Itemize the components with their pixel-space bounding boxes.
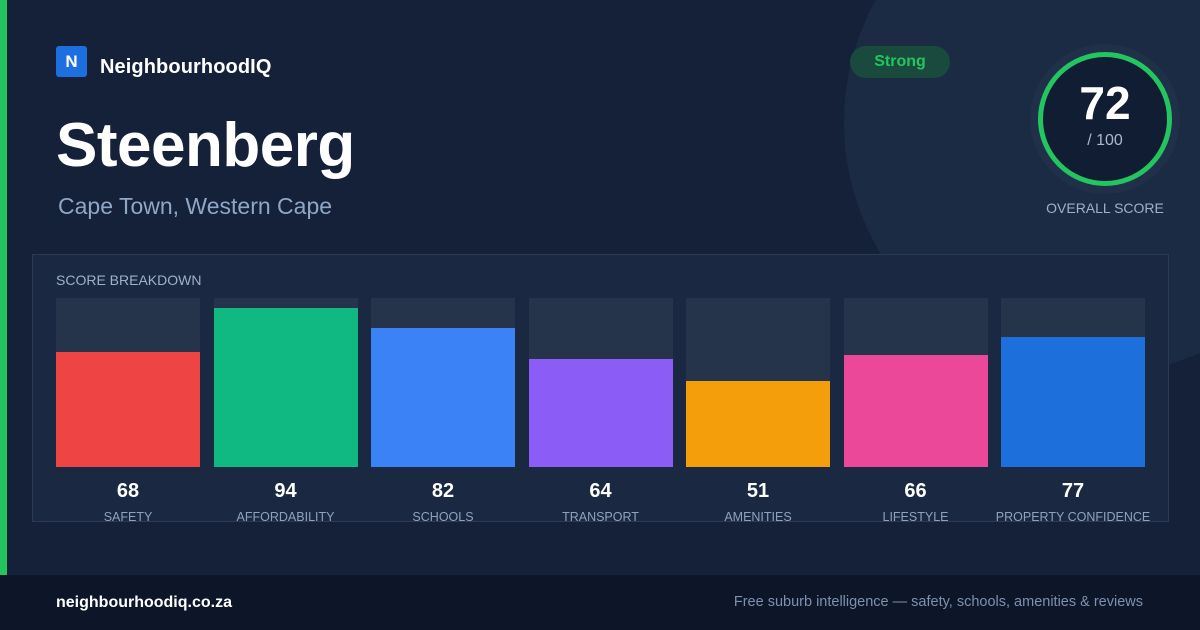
score-bar-track bbox=[56, 298, 200, 467]
score-value-transport: 64 bbox=[589, 480, 612, 502]
score-column-affordability: 94 AFFORDABILITY bbox=[213, 298, 358, 524]
suburb-location: Cape Town, Western Cape bbox=[58, 193, 333, 219]
score-bar-track bbox=[686, 298, 830, 467]
score-column-transport: 64 TRANSPORT bbox=[528, 298, 673, 524]
footer-tagline: Free suburb intelligence — safety, schoo… bbox=[733, 594, 1143, 610]
score-bar-amenities bbox=[686, 381, 830, 467]
score-bar-track bbox=[843, 298, 988, 467]
score-label-safety: SAFETY bbox=[103, 510, 153, 524]
score-column-safety: 68 SAFETY bbox=[56, 298, 200, 524]
accent-bar bbox=[0, 0, 7, 575]
score-bar-safety bbox=[56, 352, 200, 467]
score-label-schools: SCHOOLS bbox=[412, 510, 474, 524]
overall-score-label: OVERALL SCORE bbox=[1046, 200, 1164, 216]
score-value-lifestyle: 66 bbox=[904, 480, 927, 502]
overall-score-ring bbox=[1038, 52, 1172, 186]
score-bar-lifestyle bbox=[843, 355, 988, 467]
score-bar-track bbox=[1001, 298, 1145, 467]
score-label-property-confidence: PROPERTY CONFIDENCE bbox=[995, 510, 1151, 524]
score-column-schools: 82 SCHOOLS bbox=[371, 298, 515, 524]
brand-name: NeighbourhoodIQ bbox=[100, 56, 272, 78]
score-bar-schools bbox=[371, 328, 515, 467]
score-column-lifestyle: 66 LIFESTYLE bbox=[843, 298, 988, 524]
score-label-lifestyle: LIFESTYLE bbox=[882, 510, 949, 524]
score-value-property-confidence: 77 bbox=[1061, 480, 1085, 502]
score-label-transport: TRANSPORT bbox=[562, 510, 639, 524]
score-bar-transport bbox=[528, 359, 673, 467]
score-label-affordability: AFFORDABILITY bbox=[236, 510, 335, 524]
footer-domain: neighbourhoodiq.co.za bbox=[56, 594, 232, 611]
rating-badge: Strong bbox=[850, 46, 950, 78]
score-breakdown-title: SCORE BREAKDOWN bbox=[56, 272, 202, 288]
score-breakdown-panel: SCORE BREAKDOWN 68 SAFETY 94 AFFORDABILITY 8… bbox=[32, 254, 1169, 524]
score-bar-affordability bbox=[213, 308, 358, 467]
score-label-amenities: AMENITIES bbox=[724, 510, 792, 524]
score-value-safety: 68 bbox=[116, 480, 140, 502]
score-value-affordability: 94 bbox=[274, 480, 297, 502]
overall-score-value: 72 bbox=[1079, 77, 1131, 129]
footer: neighbourhoodiq.co.za Free suburb intell… bbox=[0, 575, 1200, 630]
score-column-amenities: 51 AMENITIES bbox=[686, 298, 830, 524]
score-bar-track bbox=[213, 298, 358, 467]
score-bar-track bbox=[371, 298, 515, 467]
score-bar-property-confidence bbox=[1001, 337, 1145, 467]
score-value-schools: 82 bbox=[431, 480, 455, 502]
brand-logo-icon: N bbox=[56, 46, 87, 77]
overall-score-gauge: 72 / 100 bbox=[1030, 44, 1180, 194]
suburb-title: Steenberg bbox=[56, 111, 355, 180]
overall-score-max: / 100 bbox=[1087, 132, 1123, 149]
score-value-amenities: 51 bbox=[746, 480, 770, 502]
score-column-property-confidence: 77 PROPERTY CONFIDENCE bbox=[996, 298, 1150, 524]
score-bar-track bbox=[528, 298, 673, 467]
